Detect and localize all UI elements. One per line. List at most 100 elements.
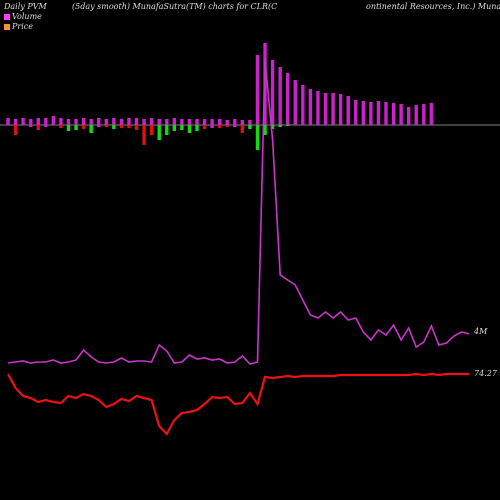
volume-bar-up [354, 100, 358, 125]
volume-bar-down [81, 125, 86, 129]
volume-bar-up [149, 118, 154, 125]
volume-bar-down [13, 125, 18, 135]
volume-bar-up [180, 119, 184, 125]
volume-bar-up [217, 119, 222, 125]
volume-bar-down [248, 125, 252, 129]
volume-bar-up [172, 118, 177, 125]
volume-bar-up [384, 102, 388, 125]
pvm-line [7, 59, 470, 365]
volume-bar-up [255, 55, 260, 125]
volume-bar-up [66, 119, 71, 125]
volume-bar-up [157, 119, 161, 125]
price-swatch [4, 23, 10, 30]
volume-bar-up [89, 119, 93, 125]
legend-price: Price [4, 22, 33, 31]
legend-volume: Volume [4, 12, 42, 21]
volume-bar-down [119, 125, 124, 128]
volume-bar-up [422, 104, 426, 125]
volume-bar-up [142, 119, 146, 125]
volume-bar-up [233, 119, 237, 125]
volume-bar-up [248, 120, 252, 125]
volume-bar-down [112, 125, 116, 129]
volume-bar-up [36, 118, 40, 125]
volume-bar-down [59, 125, 63, 128]
volume-bars [6, 43, 434, 150]
volume-bar-up [323, 93, 328, 125]
volume-bar-up [195, 119, 199, 125]
volume-bar-up [112, 118, 116, 125]
volume-bar-down [36, 125, 40, 130]
header-left: Daily PVM [4, 2, 47, 11]
volume-bar-up [331, 93, 335, 125]
volume-bar-down [149, 125, 154, 135]
volume-bar-up [338, 94, 343, 125]
volume-bar-up [361, 101, 366, 125]
volume-bar-up [270, 60, 275, 125]
volume-bar-up [97, 118, 101, 125]
volume-bar-up [59, 118, 63, 125]
volume-bar-down [74, 125, 78, 130]
volume-bar-up [286, 73, 290, 125]
volume-bar-down [233, 125, 237, 127]
volume-bar-down [165, 125, 169, 135]
volume-bar-down [225, 125, 229, 127]
header-right-1: (C [268, 2, 278, 11]
pvm-end-label: 4M [473, 327, 488, 336]
volume-bar-up [301, 85, 305, 125]
volume-bar-up [346, 96, 350, 125]
volume-bar-down [240, 125, 245, 133]
volume-bar-down [28, 125, 33, 127]
volume-bar-down [134, 125, 139, 130]
volume-bar-down [44, 125, 48, 127]
volume-bar-up [406, 107, 411, 125]
volume-bar-up [293, 80, 297, 125]
volume-bar-up [51, 116, 56, 125]
volume-bar-down [127, 125, 131, 128]
volume-bar-down [142, 125, 146, 145]
volume-bar-up [391, 103, 396, 125]
volume-bar-up [74, 119, 78, 125]
volume-bar-down [180, 125, 184, 130]
volume-bar-up [240, 120, 245, 125]
volume-bar-up [13, 119, 18, 125]
volume-bar-down [263, 125, 267, 135]
volume-bar-down [210, 125, 214, 128]
volume-bar-up [187, 119, 192, 125]
volume-bar-up [376, 101, 381, 125]
volume-bar-down [89, 125, 93, 133]
volume-bar-up [28, 119, 33, 125]
volume-bar-up [308, 89, 313, 125]
volume-bar-up [369, 102, 373, 125]
volume-bar-down [202, 125, 207, 129]
volume-bar-up [81, 118, 86, 125]
volume-bar-down [66, 125, 71, 131]
volume-bar-up [44, 118, 48, 125]
volume-bar-down [157, 125, 161, 140]
volume-bar-down [195, 125, 199, 131]
header-right-2: ontinental Resources, Inc.) MunafaSutra [366, 2, 500, 11]
volume-bar-down [286, 125, 290, 126]
volume-bar-down [217, 125, 222, 128]
volume-bar-up [414, 105, 418, 125]
volume-bar-up [278, 67, 282, 125]
volume-bar-up [165, 119, 169, 125]
price-line [7, 372, 470, 436]
volume-bar-up [127, 118, 131, 125]
volume-bar-up [225, 120, 229, 125]
volume-bar-up [21, 118, 25, 125]
volume-swatch [4, 13, 10, 20]
volume-bar-up [202, 119, 207, 125]
volume-bar-up [429, 103, 434, 125]
volume-bar-down [187, 125, 192, 133]
volume-bar-down [104, 125, 108, 127]
legend-price-label: Price [12, 22, 33, 31]
volume-bar-down [278, 125, 282, 127]
volume-bar-up [134, 118, 139, 125]
volume-bar-up [316, 91, 320, 125]
volume-bar-up [104, 119, 108, 125]
volume-bar-up [119, 119, 124, 125]
header-center: (5day smooth) MunafaSutra(TM) charts for… [72, 2, 268, 11]
volume-bar-down [172, 125, 177, 131]
